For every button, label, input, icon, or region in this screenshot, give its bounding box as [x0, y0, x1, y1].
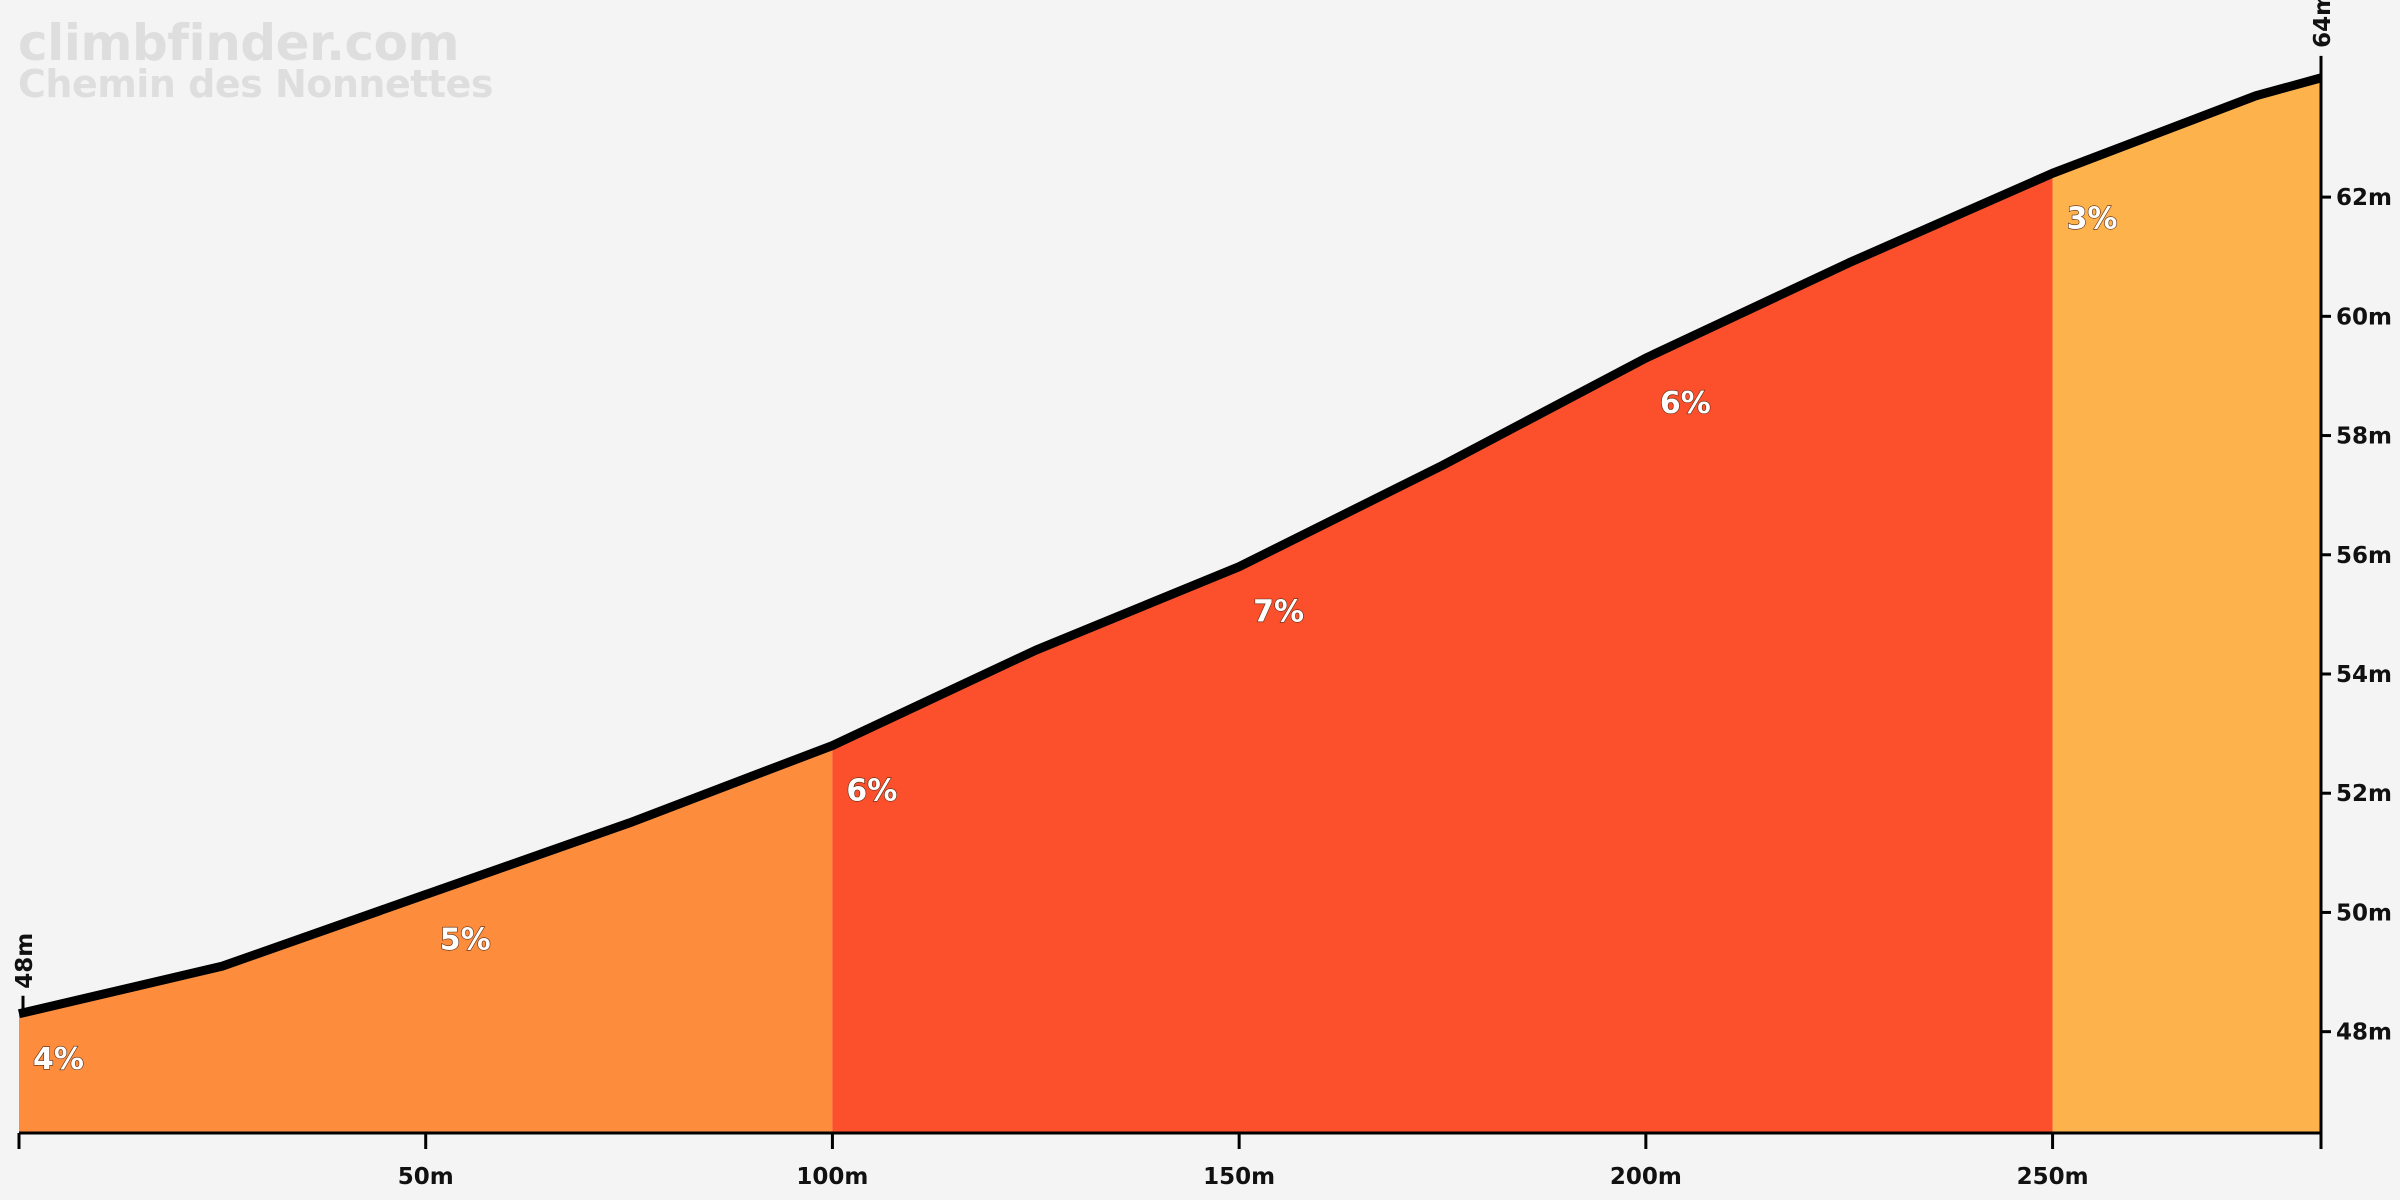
y-tick-label: 58m [2336, 424, 2392, 450]
x-axis: 50m 100m 150m 200m 250m [17, 1131, 2323, 1190]
x-tick-label: 250m [2017, 1164, 2089, 1190]
site-watermark: climbfinder.com [18, 14, 460, 72]
grade-labels: 4% 6% 3% 5% 7% 6% [32, 201, 2118, 1078]
gradient-segment-2 [832, 173, 2053, 1133]
elevation-profile-line [17, 73, 2323, 1019]
x-tick-label: 100m [796, 1164, 868, 1190]
grade-label: 4% [33, 1042, 84, 1077]
x-tick-label: 200m [1610, 1164, 1682, 1190]
start-elevation-label: 48m [12, 933, 38, 989]
y-tick-label: 48m [2336, 1020, 2392, 1046]
gradient-segment-3 [2052, 77, 2321, 1134]
y-tick-label: 56m [2336, 543, 2392, 569]
gradient-fills [19, 77, 2321, 1134]
grade-label: 5% [440, 923, 491, 958]
gradient-segment-1 [19, 745, 833, 1133]
y-axis: 48m 50m 52m 54m 56m 58m 60m 62m [2319, 66, 2392, 1133]
end-markers: 48m 64m [12, 0, 2336, 1014]
grade-label: 7% [1253, 595, 1304, 630]
y-tick-label: 54m [2336, 662, 2392, 688]
end-elevation-label: 64m [2310, 0, 2336, 48]
grade-label: 3% [2067, 201, 2118, 236]
x-tick-label: 150m [1203, 1164, 1275, 1190]
y-tick-label: 62m [2336, 185, 2392, 211]
climb-name-watermark: Chemin des Nonnettes [18, 62, 493, 106]
y-tick-label: 60m [2336, 304, 2392, 330]
y-tick-label: 50m [2336, 900, 2392, 926]
grade-label: 6% [846, 774, 897, 809]
grade-label: 6% [1660, 386, 1711, 421]
x-tick-label: 50m [398, 1164, 454, 1190]
y-tick-label: 52m [2336, 781, 2392, 807]
